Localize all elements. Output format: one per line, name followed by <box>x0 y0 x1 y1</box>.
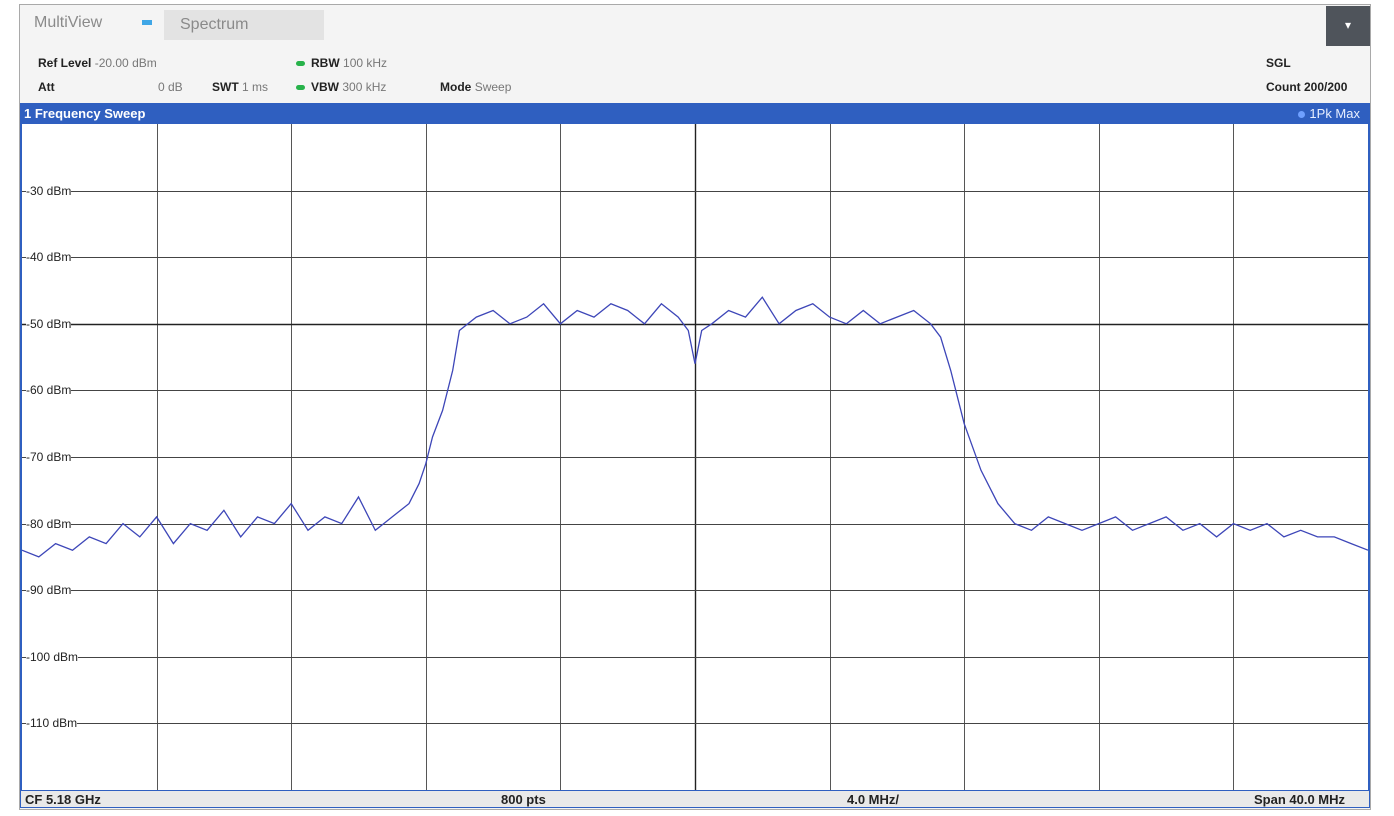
att-value: 0 dB <box>158 80 183 94</box>
sgl-indicator: SGL <box>1266 56 1291 70</box>
vbw-value: 300 kHz <box>342 80 387 94</box>
dropdown-menu-button[interactable]: ▾ <box>1326 6 1370 46</box>
frequency-span: Span 40.0 MHz <box>1254 792 1346 807</box>
spectrum-plot-svg <box>22 124 1368 790</box>
y-tick-label: -50 dBm <box>26 316 72 331</box>
att-label: Att <box>38 80 55 94</box>
vbw-label: VBW <box>311 80 339 94</box>
mode-value: Sweep <box>474 80 512 94</box>
y-tick-label: -90 dBm <box>26 582 72 597</box>
rbw-value: 100 kHz <box>343 56 388 70</box>
rbw-coupled-icon <box>296 61 305 67</box>
y-tick-label: -40 dBm <box>26 249 72 264</box>
ref-level-value: -20.00 dBm <box>94 56 157 70</box>
swt-param: SWT 1 ms <box>212 80 268 94</box>
frequency-per-division: 4.0 MHz/ <box>847 792 900 807</box>
tab-indicator-icon <box>142 20 152 25</box>
sgl-label: SGL <box>1266 56 1291 70</box>
att-param: Att <box>38 80 55 94</box>
trace-indicator-icon <box>1298 111 1306 119</box>
trace-label: 1Pk Max <box>1309 106 1360 121</box>
sweep-count: Count 200/200 <box>1266 80 1347 94</box>
mode-param: Mode Sweep <box>440 80 511 94</box>
window-title: 1 Frequency Sweep <box>24 106 146 121</box>
rbw-param: RBW 100 kHz <box>296 56 387 70</box>
ref-level-label: Ref Level <box>38 56 92 70</box>
sweep-count-label: Count 200/200 <box>1266 80 1348 94</box>
ref-level-param: Ref Level -20.00 dBm <box>38 56 157 70</box>
y-tick-label: -70 dBm <box>26 449 72 464</box>
trace-line <box>22 296 1368 558</box>
tab-spectrum[interactable]: Spectrum <box>164 10 324 40</box>
vbw-param: VBW 300 kHz <box>296 80 386 94</box>
swt-value: 1 ms <box>242 80 269 94</box>
y-tick-label: -80 dBm <box>26 516 72 531</box>
rbw-label: RBW <box>311 56 340 70</box>
plot-footer: CF 5.18 GHz 800 pts 4.0 MHz/ Span 40.0 M… <box>20 790 1370 808</box>
tab-multiview[interactable]: MultiView <box>34 14 103 31</box>
chevron-down-icon: ▾ <box>1344 18 1352 32</box>
att-value-wrap: 0 dB <box>158 80 183 94</box>
sweep-points: 800 pts <box>501 792 546 807</box>
y-tick-label: -100 dBm <box>26 649 79 664</box>
vbw-coupled-icon <box>296 85 305 91</box>
trace-info: 1Pk Max <box>1298 106 1360 121</box>
y-tick-label: -60 dBm <box>26 382 72 397</box>
y-tick-label: -30 dBm <box>26 183 72 198</box>
spectrum-plot[interactable]: -30 dBm -40 dBm -50 dBm -60 dBm -70 dBm -80 d… <box>20 124 1370 790</box>
center-frequency: CF 5.18 GHz <box>25 792 101 807</box>
y-tick-label: -110 dBm <box>26 715 78 730</box>
swt-label: SWT <box>212 80 239 94</box>
window-header: 1 Frequency Sweep 1Pk Max <box>20 103 1370 124</box>
mode-label: Mode <box>440 80 472 94</box>
